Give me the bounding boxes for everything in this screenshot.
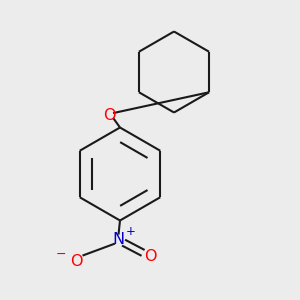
Text: −: − <box>56 248 66 261</box>
Text: O: O <box>70 254 83 268</box>
Text: +: + <box>126 225 136 238</box>
Text: O: O <box>103 108 116 123</box>
Text: N: N <box>112 232 124 247</box>
Text: O: O <box>144 249 156 264</box>
